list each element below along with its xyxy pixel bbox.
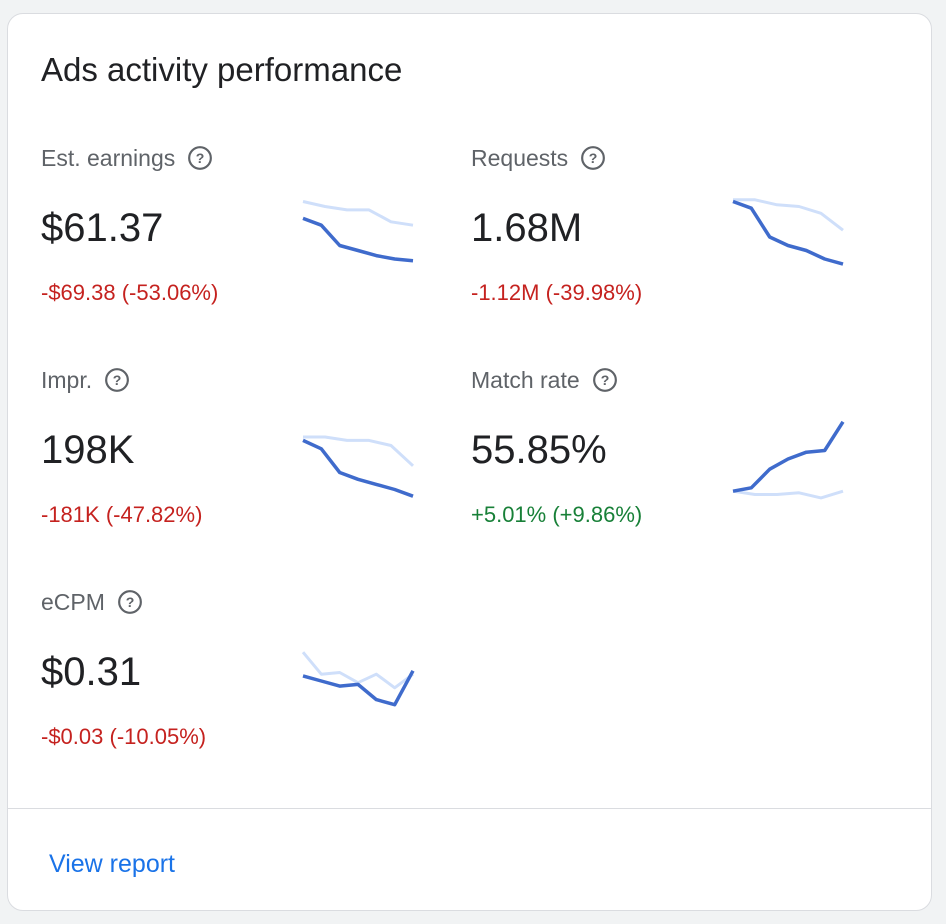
svg-text:?: ? <box>113 372 122 388</box>
metric-change: +5.01% (+9.86%) <box>471 502 643 527</box>
card-title: Ads activity performance <box>41 51 403 88</box>
metric-value: 55.85% <box>471 428 607 472</box>
sparkline-current-series <box>302 669 415 707</box>
sparkline-current-series <box>302 438 414 498</box>
sparkline-chart <box>302 200 414 263</box>
sparkline-previous-series <box>303 435 415 467</box>
help-icon[interactable]: ? <box>592 367 618 393</box>
metric-match-rate: Match rate ? 55.85% +5.01% (+9.86%) <box>471 365 891 565</box>
svg-text:?: ? <box>196 150 205 166</box>
metric-change: -$0.03 (-10.05%) <box>41 724 207 749</box>
view-report-link[interactable]: View report <box>49 850 175 878</box>
svg-text:?: ? <box>589 150 598 166</box>
sparkline-chart <box>732 198 844 266</box>
sparkline-previous-series <box>732 489 844 500</box>
footer-divider <box>8 808 931 809</box>
metric-label: Impr. <box>41 367 93 393</box>
sparkline-current-series <box>732 199 844 266</box>
sparkline-previous-series <box>301 651 414 690</box>
metric-label: Requests <box>471 145 569 171</box>
ads-activity-card: Ads activity performance Est. earnings ?… <box>7 13 932 911</box>
help-icon[interactable]: ? <box>104 367 130 393</box>
metric-change: -181K (-47.82%) <box>41 502 203 527</box>
sparkline-chart <box>732 420 845 500</box>
metric-requests: Requests ? 1.68M -1.12M (-39.98%) <box>471 143 891 343</box>
sparkline-current-series <box>732 420 845 493</box>
metric-value: $0.31 <box>41 650 142 694</box>
svg-text:?: ? <box>126 594 135 610</box>
metric-change: -1.12M (-39.98%) <box>471 280 643 305</box>
metric-est-earnings: Est. earnings ? $61.37 -$69.38 (-53.06%) <box>41 143 461 343</box>
sparkline-chart <box>302 435 415 498</box>
sparkline-current-series <box>302 216 414 263</box>
help-icon[interactable]: ? <box>580 145 606 171</box>
metric-value: 1.68M <box>471 206 583 250</box>
metric-ecpm: eCPM ? $0.31 -$0.03 (-10.05%) <box>41 587 461 787</box>
help-icon[interactable]: ? <box>187 145 213 171</box>
sparkline-previous-series <box>302 200 414 227</box>
metric-label: Match rate <box>471 367 580 393</box>
metric-value: 198K <box>41 428 135 472</box>
metric-label: Est. earnings <box>41 145 176 171</box>
metric-value: $61.37 <box>41 206 164 250</box>
svg-text:?: ? <box>600 372 609 388</box>
sparkline-previous-series <box>733 198 844 232</box>
sparkline-chart <box>301 651 415 707</box>
metric-change: -$69.38 (-53.06%) <box>41 280 219 305</box>
metric-label: eCPM <box>41 589 105 615</box>
help-icon[interactable]: ? <box>117 589 143 615</box>
metric-impressions: Impr. ? 198K -181K (-47.82%) <box>41 365 461 565</box>
